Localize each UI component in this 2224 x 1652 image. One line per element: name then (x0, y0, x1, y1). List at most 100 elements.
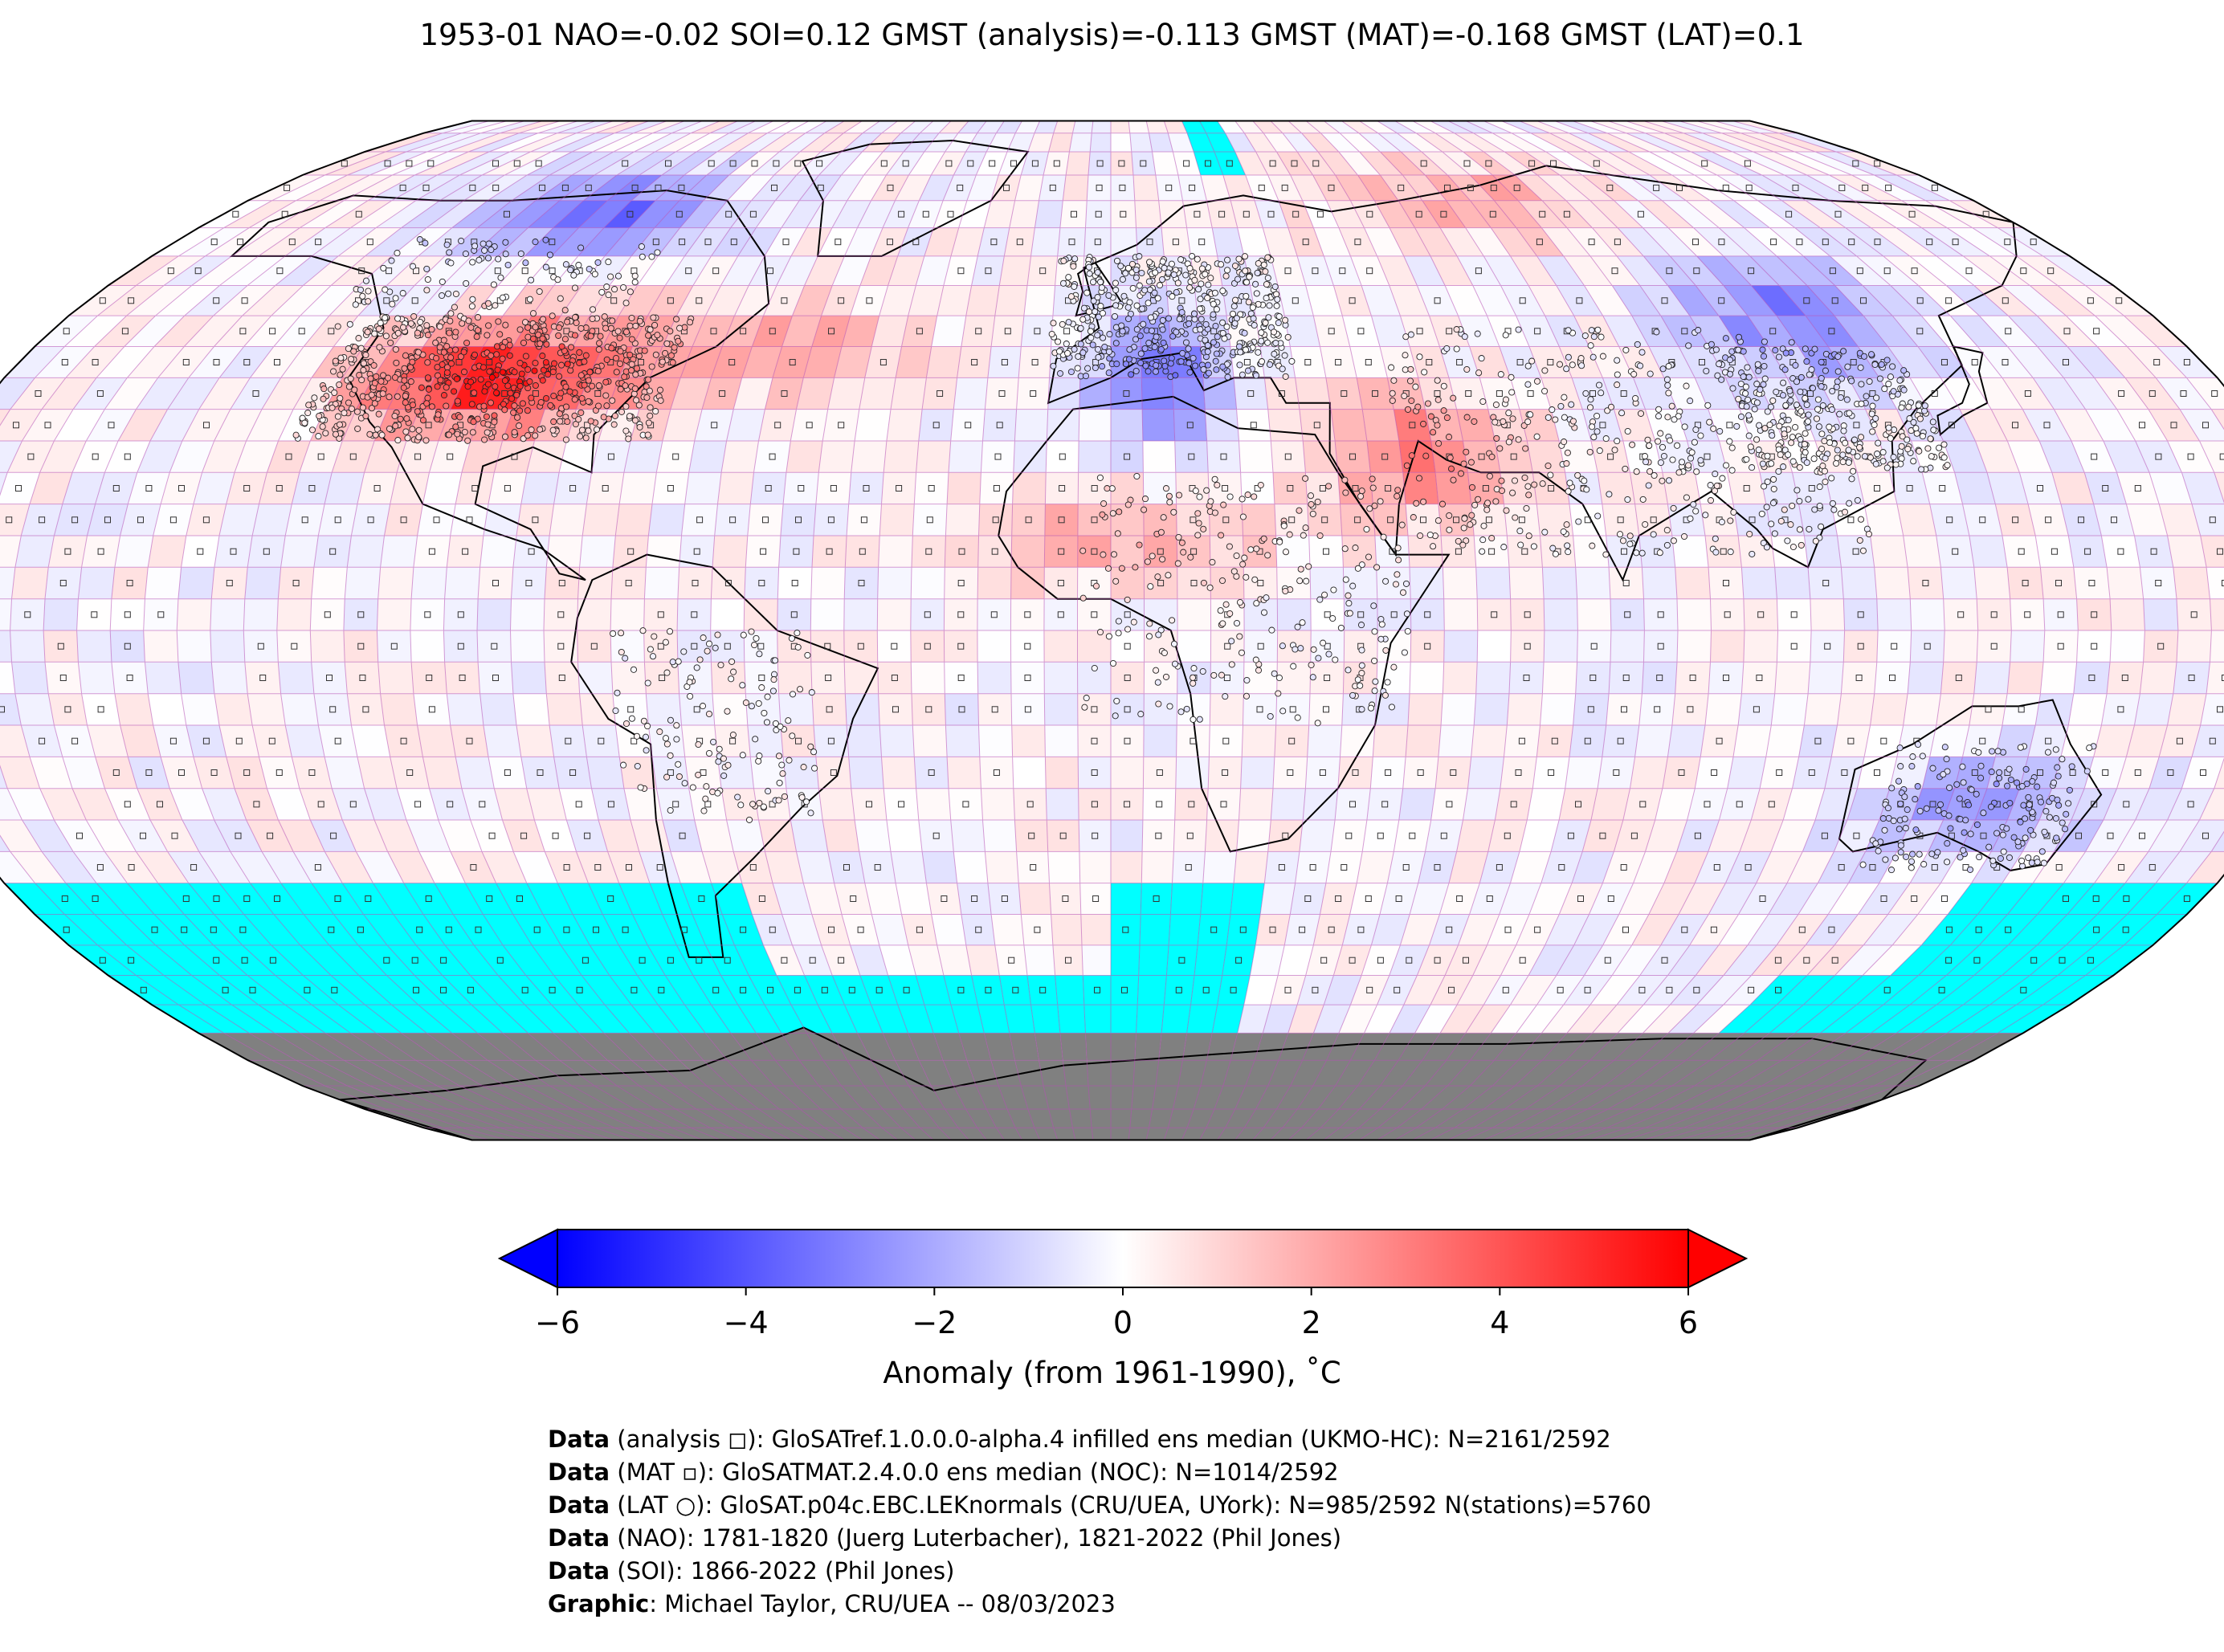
grid-cell (1111, 851, 1143, 883)
grid-cell (65, 883, 124, 915)
grid-cell (639, 851, 681, 883)
land-station-marker (1085, 263, 1093, 271)
grid-cell (1783, 788, 1825, 820)
land-station-marker (1253, 290, 1260, 297)
grid-cell (777, 567, 812, 599)
grid-cell (883, 788, 919, 820)
land-station-marker (1089, 279, 1097, 286)
grid-cell (878, 693, 913, 725)
grid-cell (1264, 851, 1300, 883)
land-station-marker (415, 434, 422, 441)
grid-cell (2007, 883, 2064, 915)
land-station-marker (454, 398, 461, 405)
land-station-marker (1197, 296, 1204, 303)
land-station-marker (1170, 271, 1177, 279)
grid-cell (1879, 851, 1928, 883)
grid-cell (1078, 757, 1111, 789)
grid-cell (1765, 725, 1805, 757)
land-station-marker (1865, 530, 1872, 538)
land-station-marker (1169, 293, 1176, 300)
grid-cell (1044, 567, 1078, 599)
grid-cell (1708, 662, 1744, 694)
grid-cell (834, 883, 872, 915)
grid-cell (591, 788, 630, 820)
grid-cell (843, 598, 878, 630)
grid-cell (292, 757, 333, 789)
land-station-marker (1668, 402, 1675, 410)
land-station-marker (436, 323, 443, 330)
land-station-marker (532, 432, 539, 439)
grid-cell (810, 630, 845, 663)
grid-cell (1710, 598, 1745, 630)
grid-cell (734, 944, 777, 976)
land-station-marker (1161, 357, 1168, 365)
grid-cell (202, 788, 247, 820)
grid-cell (2107, 567, 2144, 599)
grid-cell (1727, 472, 1766, 504)
land-station-marker (1275, 312, 1283, 320)
grid-cell (247, 536, 286, 568)
grid-cell (1009, 1033, 1039, 1061)
land-station-marker (322, 430, 329, 437)
grid-cell (470, 820, 514, 852)
land-station-marker (1124, 315, 1132, 323)
land-station-marker (474, 327, 482, 334)
land-station-marker (1664, 414, 1671, 421)
grid-cell (1083, 1005, 1111, 1034)
land-station-marker (1190, 354, 1197, 362)
grid-cell (324, 851, 373, 883)
grid-cell (422, 757, 462, 789)
land-station-marker (1712, 535, 1719, 542)
land-station-marker (550, 360, 558, 367)
grid-cell (602, 914, 648, 945)
grid-cell (1049, 883, 1081, 915)
land-station-marker (1595, 381, 1603, 389)
grid-cell (2043, 598, 2079, 630)
land-station-marker (622, 328, 630, 336)
land-station-marker (1659, 365, 1667, 373)
grid-cell (950, 409, 985, 441)
grid-cell (1011, 693, 1045, 725)
grid-cell (1142, 409, 1175, 441)
land-station-marker (1074, 365, 1081, 372)
grid-cell (1242, 504, 1276, 536)
grid-cell (1719, 1005, 1777, 1034)
land-station-marker (1789, 543, 1797, 551)
land-station-marker (409, 402, 417, 409)
grid-cell (745, 536, 781, 568)
grid-cell (342, 883, 394, 915)
land-station-marker (460, 369, 468, 376)
grid-cell (811, 914, 851, 945)
land-station-marker (1271, 350, 1278, 357)
grid-cell (1507, 536, 1543, 568)
land-station-marker (595, 382, 602, 390)
land-station-marker (610, 421, 618, 428)
grid-cell (193, 757, 235, 789)
grid-cell (710, 630, 745, 663)
land-station-marker (440, 337, 447, 344)
land-station-marker (631, 385, 639, 392)
land-station-marker (1670, 537, 1677, 545)
grid-cell (520, 757, 560, 789)
grid-cell (1527, 788, 1565, 820)
grid-cell (1738, 536, 1775, 568)
land-station-marker (1251, 321, 1258, 329)
land-station-marker (394, 437, 402, 444)
grid-cell (1747, 914, 1798, 945)
grid-cell (1449, 851, 1488, 883)
land-station-marker (1707, 482, 1714, 489)
grid-cell (877, 662, 912, 694)
grid-cell (879, 725, 915, 757)
land-station-marker (334, 413, 341, 420)
land-station-marker (1669, 456, 1676, 463)
grid-cell (1687, 788, 1728, 820)
land-station-marker (659, 358, 666, 365)
grid-cell (1239, 441, 1273, 473)
grid-cell (178, 567, 214, 599)
grid-cell (1532, 757, 1569, 789)
land-station-marker (511, 429, 518, 436)
grid-cell (95, 757, 137, 789)
grid-cell (1516, 1005, 1564, 1034)
grid-cell (1510, 851, 1552, 883)
grid-cell (566, 820, 608, 852)
